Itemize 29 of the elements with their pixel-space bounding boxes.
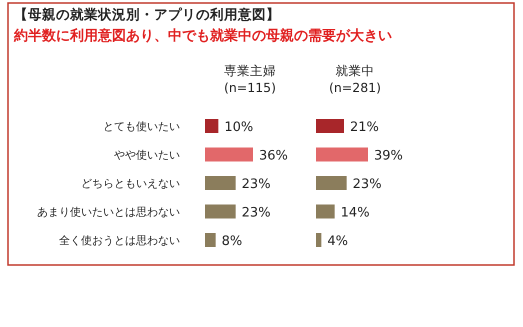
bar [205, 176, 236, 190]
text: 【母親の就業状況別・アプリの利用意図】 [14, 6, 280, 23]
data-label: 8% [222, 234, 242, 249]
data-label: 23% [352, 177, 382, 192]
text: 約半数に利用意図あり、中でも就業中の母親の需要が大きい [13, 27, 392, 44]
data-label: 23% [242, 177, 271, 192]
bar [316, 204, 335, 218]
data-label: 39% [374, 148, 403, 164]
data-label: 21% [350, 120, 379, 135]
y-tick-label: やや使いたい [114, 148, 180, 162]
chart-title: 専業主婦 (n=115) [224, 63, 276, 95]
data-label: 23% [242, 206, 271, 220]
y-tick-label: 全く使おうとは思わない [59, 234, 180, 247]
bar [205, 119, 218, 133]
bar [316, 148, 368, 162]
y-tick-label: あまり使いたいとは思わない [37, 206, 180, 218]
bar [316, 176, 347, 190]
bar [205, 148, 253, 162]
bar [316, 119, 344, 133]
data-label: 10% [224, 120, 254, 135]
bar [316, 233, 322, 247]
bar [205, 204, 236, 218]
y-tick-label: どちらともいえない [81, 177, 180, 190]
bar [205, 233, 216, 247]
y-tick-label: とても使いたい [103, 120, 180, 133]
data-label: 14% [340, 206, 370, 220]
chart-title: 就業中 (n=281) [328, 63, 382, 95]
data-label: 36% [259, 148, 288, 164]
data-label: 4% [327, 234, 348, 249]
